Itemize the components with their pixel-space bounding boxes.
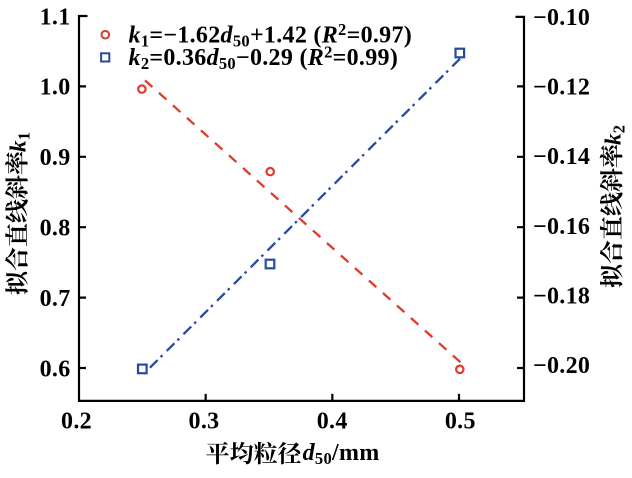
svg-text:0.7: 0.7	[40, 286, 71, 312]
svg-text:0.8: 0.8	[40, 216, 71, 242]
svg-text:0.5: 0.5	[445, 409, 476, 435]
svg-text:1.1: 1.1	[40, 4, 71, 30]
svg-text:0.3: 0.3	[189, 409, 220, 435]
svg-text:−0.18: −0.18	[533, 283, 590, 309]
svg-text:−0.20: −0.20	[533, 353, 590, 379]
svg-text:d50/mm: d50/mm	[303, 440, 380, 468]
svg-text:k1=−1.62d50+1.42 (R2=0.97): k1=−1.62d50+1.42 (R2=0.97)	[129, 20, 413, 51]
svg-text:0.9: 0.9	[40, 145, 71, 171]
svg-text:1.0: 1.0	[40, 75, 71, 101]
svg-text:−0.16: −0.16	[533, 214, 590, 240]
svg-text:−0.12: −0.12	[533, 75, 590, 101]
svg-text:0.4: 0.4	[317, 409, 348, 435]
svg-text:k2=0.36d50−0.29 (R2=0.99): k2=0.36d50−0.29 (R2=0.99)	[129, 43, 399, 74]
svg-text:0.6: 0.6	[40, 356, 71, 382]
svg-text:−0.10: −0.10	[533, 5, 590, 31]
svg-text:k1: k1	[6, 132, 34, 152]
svg-text:0.2: 0.2	[61, 409, 92, 435]
svg-text:k2: k2	[600, 125, 628, 145]
svg-text:−0.14: −0.14	[533, 144, 590, 170]
